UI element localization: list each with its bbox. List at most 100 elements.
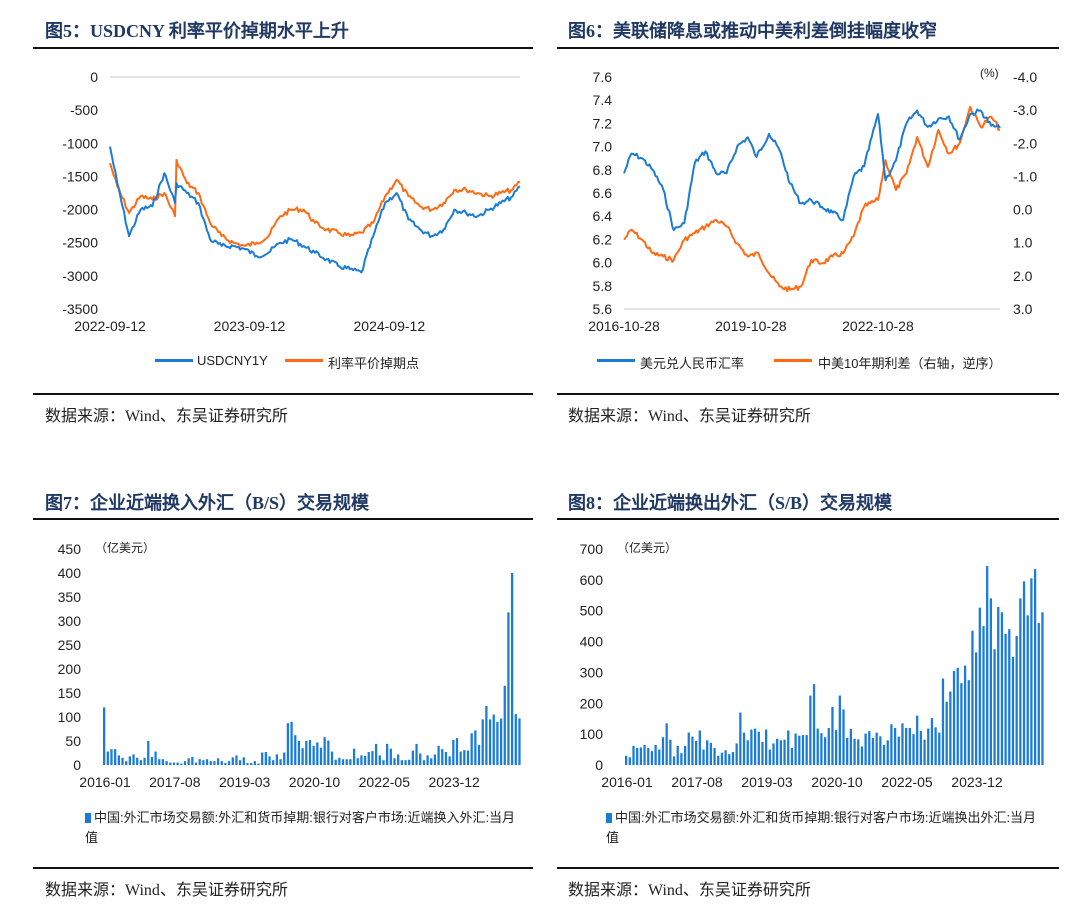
bar xyxy=(1008,629,1011,765)
bar xyxy=(632,745,635,765)
bar xyxy=(161,759,165,765)
bar xyxy=(125,761,128,765)
bar xyxy=(831,706,834,765)
y-tick-label: 400 xyxy=(580,634,604,650)
legend-swatch-spread xyxy=(774,359,812,362)
bar xyxy=(430,758,433,765)
bar xyxy=(378,755,381,765)
legend-label-usdcny-rate: 美元兑人民币汇率 xyxy=(640,356,745,371)
y-tick-label: -2500 xyxy=(62,235,98,251)
bar xyxy=(1022,581,1026,765)
bar xyxy=(158,759,161,765)
bar xyxy=(459,751,462,765)
bar xyxy=(1004,633,1007,765)
bar xyxy=(371,751,374,765)
bar xyxy=(510,573,514,765)
y-tick-label: 6.8 xyxy=(593,162,613,178)
bar xyxy=(452,740,455,765)
title-rule xyxy=(557,47,1059,49)
bar xyxy=(735,743,738,765)
source-rule xyxy=(33,867,533,869)
bar xyxy=(194,762,198,765)
bar xyxy=(1030,578,1033,765)
series-line xyxy=(623,108,1001,232)
bar xyxy=(147,741,150,765)
bar xyxy=(628,757,631,765)
bar xyxy=(481,719,484,765)
bar xyxy=(672,756,676,765)
x-tick-label: 2023-12 xyxy=(951,774,1003,790)
bar xyxy=(997,607,1000,765)
bar xyxy=(154,751,157,765)
bar xyxy=(923,739,926,765)
x-tick-label: 2022-09-12 xyxy=(74,318,146,334)
bar xyxy=(1041,612,1044,765)
y-tick-label: 0 xyxy=(90,69,98,85)
bar xyxy=(235,755,238,765)
bar xyxy=(636,748,639,765)
bar xyxy=(312,745,315,765)
bar xyxy=(408,759,411,765)
bar xyxy=(790,748,794,765)
legend-swatch-swap-points xyxy=(285,359,323,362)
bar xyxy=(846,737,849,765)
bar xyxy=(172,762,176,765)
y-tick-label: 200 xyxy=(58,661,82,677)
y2-tick-label: -2.0 xyxy=(1013,135,1037,151)
y-tick-label: 300 xyxy=(58,613,82,629)
bar xyxy=(198,759,201,765)
x-tick-label: 2022-05 xyxy=(359,774,411,790)
bar xyxy=(426,755,429,765)
bar xyxy=(908,727,911,765)
bar xyxy=(669,739,672,765)
y-tick-label: 350 xyxy=(58,589,82,605)
chart7-legend: 中国:外汇市场交易额:外汇和货币掉期:银行对客户市场:近端换入外汇:当月值 xyxy=(85,808,525,848)
y-tick-label: 5.8 xyxy=(593,278,613,294)
bar xyxy=(345,759,348,765)
bar xyxy=(514,714,517,765)
bar xyxy=(202,760,205,765)
bar xyxy=(360,755,363,765)
y2-tick-label: 2.0 xyxy=(1013,268,1033,284)
bar xyxy=(650,751,654,765)
bar xyxy=(231,757,234,765)
source-rule xyxy=(557,867,1059,869)
bar xyxy=(625,755,628,765)
title-rule xyxy=(557,518,1059,520)
bar xyxy=(176,762,179,765)
chart8-legend: 中国:外汇市场交易额:外汇和货币掉期:银行对客户市场:近端换出外汇:当月值 xyxy=(606,808,1046,848)
bar xyxy=(187,758,190,765)
bar xyxy=(823,737,827,765)
bar xyxy=(474,730,477,765)
bar xyxy=(349,759,352,765)
bar xyxy=(283,752,286,765)
bar xyxy=(1033,569,1037,765)
x-tick-label: 2022-10-28 xyxy=(842,318,914,334)
bar xyxy=(945,701,948,765)
bar xyxy=(257,763,260,765)
y-tick-label: -500 xyxy=(70,102,98,118)
bar xyxy=(838,695,841,765)
bar xyxy=(216,758,220,765)
bar xyxy=(132,754,135,765)
bar xyxy=(882,744,886,765)
bar xyxy=(801,735,805,765)
bar xyxy=(886,740,889,765)
bar xyxy=(857,739,860,765)
bar xyxy=(827,727,830,765)
bar xyxy=(912,734,915,765)
bar xyxy=(982,626,985,765)
bar xyxy=(191,756,194,765)
bar xyxy=(301,748,304,765)
bar xyxy=(136,757,139,765)
bar xyxy=(816,728,819,765)
bar xyxy=(927,728,930,765)
bar xyxy=(319,747,323,765)
bar xyxy=(868,731,871,765)
bar xyxy=(330,751,334,765)
bar xyxy=(466,750,470,765)
bar xyxy=(654,744,657,765)
y-tick-label: -3000 xyxy=(62,268,98,284)
bar xyxy=(750,729,753,765)
